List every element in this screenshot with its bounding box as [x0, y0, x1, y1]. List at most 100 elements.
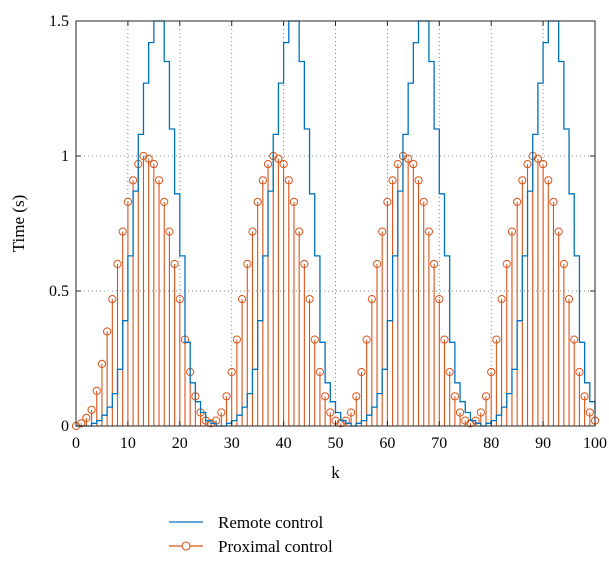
proximal-marker [128, 176, 138, 185]
proximal-marker [372, 259, 382, 269]
x-tick-label: 40 [276, 435, 292, 452]
proximal-marker [92, 386, 101, 395]
legend-label-proximal-control: Proximal control [218, 537, 333, 556]
y-tick-label: 0.5 [49, 283, 69, 300]
proximal-marker [300, 259, 309, 269]
x-tick-label: 50 [328, 435, 344, 452]
proximal-marker [97, 359, 107, 368]
remote-control-line [76, 20, 596, 427]
proximal-marker [346, 408, 356, 417]
proximal-marker [77, 419, 86, 428]
proximal-marker [367, 295, 376, 304]
proximal-marker [445, 367, 454, 377]
x-tick-label: 20 [172, 435, 188, 452]
proximal-marker [481, 392, 491, 401]
proximal-marker [326, 408, 335, 417]
y-axis-label: Time (s) [9, 195, 28, 252]
proximal-marker [315, 367, 325, 377]
proximal-marker [549, 197, 558, 206]
proximal-marker [585, 408, 594, 417]
proximal-marker [492, 335, 501, 344]
proximal-marker [232, 335, 241, 344]
proximal-marker [310, 335, 319, 344]
proximal-marker [165, 227, 174, 236]
proximal-marker [450, 392, 459, 401]
proximal-marker [118, 227, 127, 236]
proximal-marker [227, 367, 236, 377]
proximal-marker [217, 408, 226, 417]
proximal-marker [263, 160, 273, 169]
x-tick-label: 0 [72, 435, 80, 452]
legend-marker-proximal-control [181, 541, 191, 551]
proximal-marker [175, 295, 184, 304]
proximal-marker [518, 176, 527, 185]
x-tick-label: 100 [583, 435, 607, 452]
proximal-marker [357, 367, 366, 377]
proximal-marker [430, 259, 439, 269]
x-tick-label: 70 [431, 435, 447, 452]
proximal-marker [502, 259, 511, 269]
proximal-marker [570, 335, 579, 344]
proximal-marker [258, 176, 267, 185]
proximal-marker [248, 227, 257, 236]
proximal-marker [513, 197, 522, 206]
grid [76, 21, 595, 426]
proximal-marker [559, 259, 568, 269]
proximal-marker [409, 160, 418, 169]
proximal-marker [295, 227, 304, 236]
proximal-marker [580, 392, 589, 401]
x-tick-label: 90 [535, 435, 551, 452]
proximal-marker [243, 259, 252, 269]
proximal-marker [103, 327, 112, 336]
proximal-marker [383, 197, 392, 206]
proximal-marker [564, 295, 574, 304]
proximal-marker [388, 176, 397, 185]
proximal-marker [144, 154, 153, 163]
x-axis-label: k [331, 463, 340, 482]
proximal-marker [321, 392, 330, 401]
proximal-marker [87, 405, 96, 414]
proximal-marker [523, 160, 532, 169]
proximal-marker [123, 197, 133, 206]
legend: Remote control Proximal control [169, 513, 333, 556]
proximal-marker [414, 176, 423, 185]
x-tick-label: 80 [483, 435, 499, 452]
proximal-marker [404, 154, 413, 163]
proximal-marker [544, 176, 553, 185]
proximal-marker [289, 197, 299, 206]
remote-control-stairs [76, 20, 596, 427]
proximal-marker [440, 335, 449, 344]
plot-axes [75, 20, 596, 427]
proximal-marker [352, 392, 361, 401]
y-tick-label: 0 [61, 418, 69, 435]
tick-labels: 0 10 20 30 40 50 60 70 80 90 100 0 0.5 1 1.5 [49, 13, 607, 452]
proximal-marker [154, 176, 164, 185]
legend-label-remote-control: Remote control [218, 513, 324, 532]
proximal-marker [487, 367, 496, 377]
proximal-marker [305, 295, 314, 304]
proximal-marker [362, 335, 371, 344]
proximal-marker [149, 160, 158, 169]
proximal-marker [284, 176, 293, 185]
proximal-marker [237, 295, 247, 304]
proximal-marker [497, 295, 506, 304]
x-tick-label: 30 [224, 435, 240, 452]
x-tick-label: 60 [379, 435, 395, 452]
proximal-marker [539, 160, 548, 169]
y-tick-label: 1 [61, 148, 69, 165]
proximal-marker [393, 160, 402, 169]
proximal-marker [378, 227, 387, 236]
proximal-marker [455, 408, 465, 417]
proximal-marker [108, 295, 117, 304]
proximal-marker [476, 408, 485, 417]
proximal-marker [274, 154, 283, 163]
x-tick-label: 10 [120, 435, 136, 452]
proximal-marker [82, 413, 91, 422]
proximal-control-stems [71, 151, 600, 431]
proximal-marker [554, 227, 563, 236]
proximal-marker [170, 259, 179, 269]
proximal-marker [424, 227, 434, 236]
proximal-marker [279, 160, 288, 169]
proximal-marker [160, 197, 169, 206]
proximal-marker [222, 392, 231, 401]
